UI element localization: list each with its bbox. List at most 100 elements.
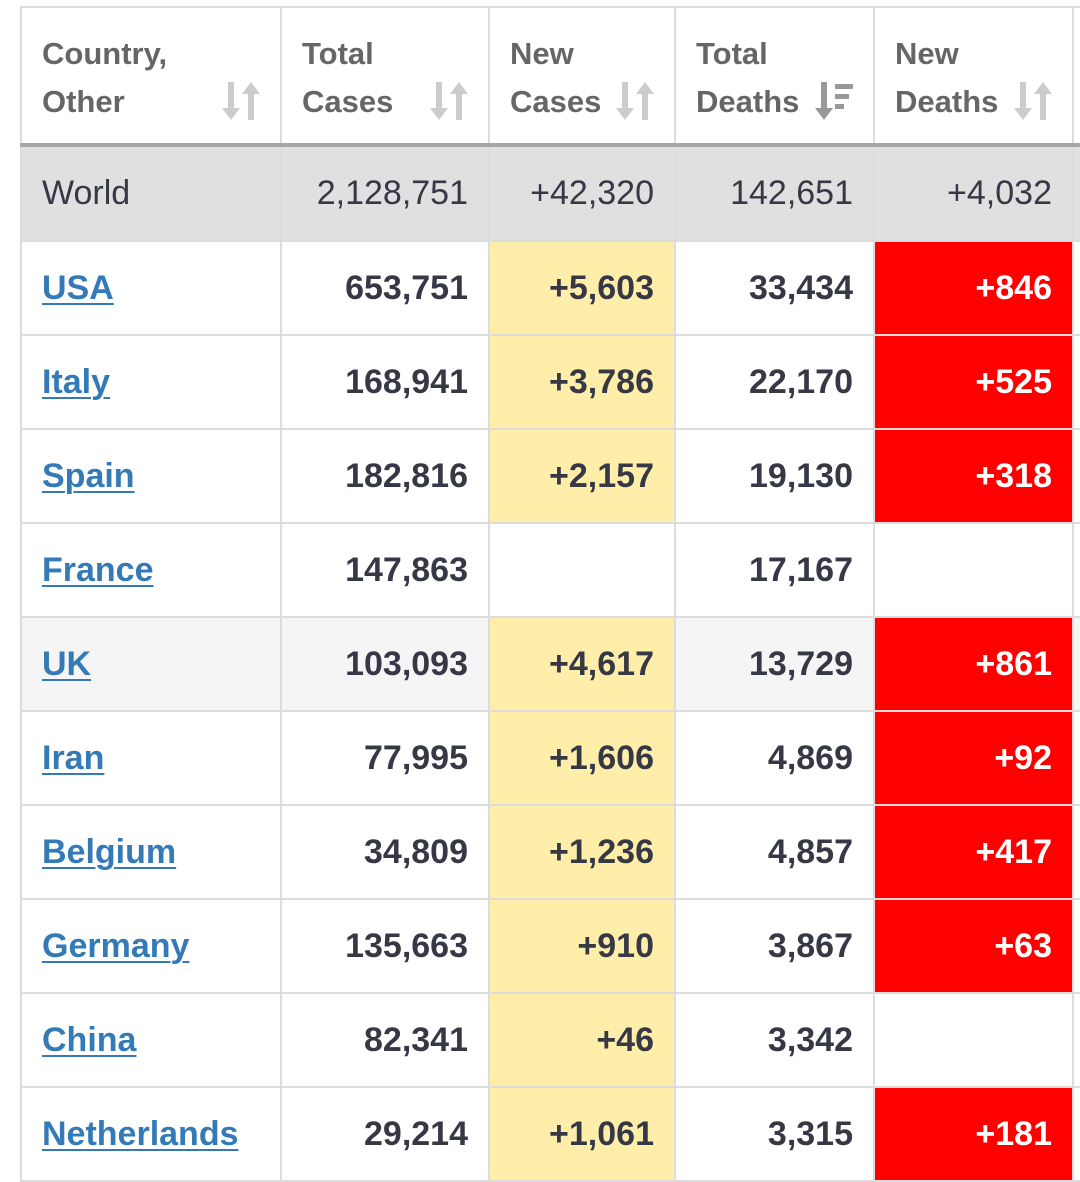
header-overflow [1072,6,1080,146]
total-cases-cell: 135,663 [280,898,490,994]
country-link[interactable]: UK [42,644,92,683]
new-cases-cell: +3,786 [488,334,676,430]
table-row: Belgium 34,809 +1,236 4,857 +417 [20,804,1080,900]
row-overflow [1072,804,1080,900]
country-link[interactable]: Belgium [42,832,177,871]
new-deaths-cell [873,992,1074,1088]
header-row: Country, Other Total Cases New Cases Tot… [20,6,1080,146]
new-deaths-cell: +92 [873,710,1074,806]
row-overflow [1072,240,1080,336]
country-cell: Spain [20,428,282,524]
world-row: World 2,128,751 +42,320 142,651 +4,032 [20,143,1080,242]
row-overflow [1072,898,1080,994]
table-row: UK 103,093 +4,617 13,729 +861 [20,616,1080,712]
new-cases-cell [488,522,676,618]
new-deaths-cell: +417 [873,804,1074,900]
country-link[interactable]: France [42,550,154,589]
new-deaths-cell: +846 [873,240,1074,336]
country-cell: Italy [20,334,282,430]
total-deaths-cell: 4,857 [674,804,875,900]
country-cell: France [20,522,282,618]
covid-table: Country, Other Total Cases New Cases Tot… [20,6,1080,1182]
total-cases-cell: 653,751 [280,240,490,336]
country-link[interactable]: China [42,1020,137,1059]
country-link[interactable]: Spain [42,456,135,495]
new-deaths-cell [873,522,1074,618]
sort-both-icon[interactable] [616,82,656,120]
total-cases-cell: 77,995 [280,710,490,806]
country-cell: UK [20,616,282,712]
country-cell: China [20,992,282,1088]
new-deaths-cell: +525 [873,334,1074,430]
new-deaths-cell: +181 [873,1086,1074,1182]
new-cases-cell: +4,617 [488,616,676,712]
total-deaths-cell: 3,315 [674,1086,875,1182]
world-country: World [20,143,282,242]
table-row: France 147,863 17,167 [20,522,1080,618]
new-cases-cell: +1,236 [488,804,676,900]
header-total-cases[interactable]: Total Cases [280,6,490,146]
world-total-deaths: 142,651 [674,143,875,242]
sort-both-icon[interactable] [430,82,470,120]
row-overflow [1072,334,1080,430]
new-cases-cell: +5,603 [488,240,676,336]
country-cell: Iran [20,710,282,806]
country-cell: Belgium [20,804,282,900]
table-row: Germany 135,663 +910 3,867 +63 [20,898,1080,994]
total-deaths-cell: 19,130 [674,428,875,524]
total-cases-cell: 29,214 [280,1086,490,1182]
total-deaths-cell: 4,869 [674,710,875,806]
row-overflow [1072,428,1080,524]
total-cases-cell: 182,816 [280,428,490,524]
world-new-deaths: +4,032 [873,143,1074,242]
row-overflow [1072,710,1080,806]
new-cases-cell: +2,157 [488,428,676,524]
sort-both-icon[interactable] [1014,82,1054,120]
row-overflow [1072,522,1080,618]
table-row: Spain 182,816 +2,157 19,130 +318 [20,428,1080,524]
world-total-cases: 2,128,751 [280,143,490,242]
total-cases-cell: 82,341 [280,992,490,1088]
table-row: Netherlands 29,214 +1,061 3,315 +181 [20,1086,1080,1182]
new-deaths-cell: +63 [873,898,1074,994]
row-overflow [1072,1086,1080,1182]
new-cases-cell: +1,606 [488,710,676,806]
world-new-cases: +42,320 [488,143,676,242]
country-link[interactable]: USA [42,268,114,307]
sort-both-icon[interactable] [222,82,262,120]
header-country[interactable]: Country, Other [20,6,282,146]
country-cell: Netherlands [20,1086,282,1182]
new-deaths-cell: +861 [873,616,1074,712]
country-link[interactable]: Iran [42,738,105,777]
header-new-deaths[interactable]: New Deaths [873,6,1074,146]
header-new-cases[interactable]: New Cases [488,6,676,146]
country-link[interactable]: Italy [42,362,111,401]
total-deaths-cell: 13,729 [674,616,875,712]
total-cases-cell: 168,941 [280,334,490,430]
total-cases-cell: 147,863 [280,522,490,618]
total-cases-cell: 34,809 [280,804,490,900]
total-deaths-cell: 3,342 [674,992,875,1088]
country-cell: USA [20,240,282,336]
sort-desc-icon[interactable] [815,82,855,120]
table-row: China 82,341 +46 3,342 [20,992,1080,1088]
table-row: Italy 168,941 +3,786 22,170 +525 [20,334,1080,430]
total-deaths-cell: 17,167 [674,522,875,618]
world-overflow [1072,143,1080,242]
total-deaths-cell: 3,867 [674,898,875,994]
new-cases-cell: +46 [488,992,676,1088]
total-deaths-cell: 33,434 [674,240,875,336]
row-overflow [1072,616,1080,712]
country-cell: Germany [20,898,282,994]
new-cases-cell: +910 [488,898,676,994]
total-cases-cell: 103,093 [280,616,490,712]
total-deaths-cell: 22,170 [674,334,875,430]
header-total-deaths[interactable]: Total Deaths [674,6,875,146]
country-link[interactable]: Germany [42,926,190,965]
table-row: USA 653,751 +5,603 33,434 +846 [20,240,1080,336]
row-overflow [1072,992,1080,1088]
new-deaths-cell: +318 [873,428,1074,524]
new-cases-cell: +1,061 [488,1086,676,1182]
country-link[interactable]: Netherlands [42,1114,239,1153]
table-row: Iran 77,995 +1,606 4,869 +92 [20,710,1080,806]
